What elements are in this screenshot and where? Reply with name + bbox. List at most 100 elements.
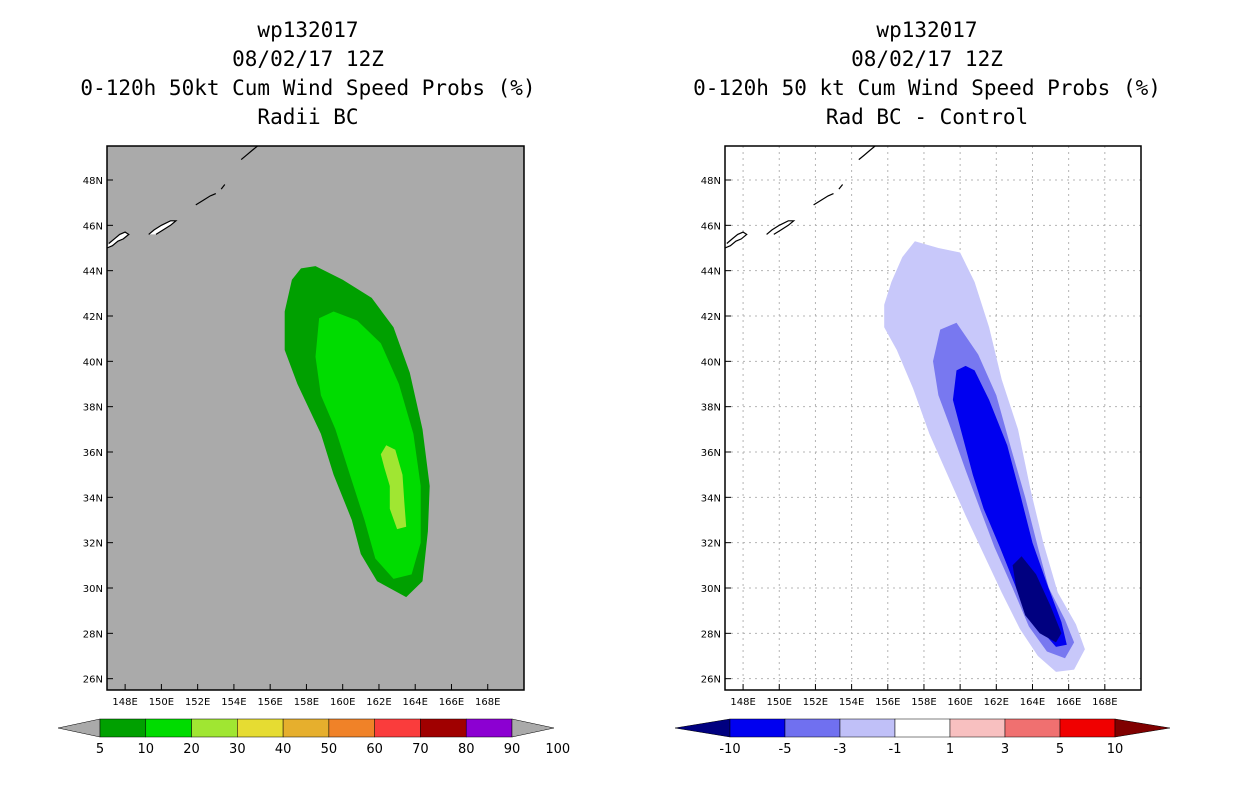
right-colorbar-label: -1 (889, 742, 902, 757)
right-coastline (813, 193, 834, 206)
left-coastline (240, 146, 258, 161)
right-coastline (766, 220, 796, 235)
right-x-tick-label: 158E (911, 697, 936, 708)
left-map-frame (106, 145, 525, 691)
left-y-tick-label: 42N (83, 312, 103, 323)
left-x-tick-label: 158E (294, 697, 319, 708)
right-colorbar-label: 10 (1107, 742, 1124, 757)
right-colorbar-box (729, 718, 786, 738)
right-colorbar: -10 -5 -3 -1 1 3 5 10 (674, 718, 1171, 757)
right-panel-title: wp132017 08/02/17 12Z 0-120h 50 kt Cum W… (677, 16, 1177, 132)
left-date: 08/02/17 12Z (232, 47, 384, 71)
right-y-tick-label: 44N (701, 267, 721, 278)
right-x-tick-label: 166E (1056, 697, 1081, 708)
left-colorbar-label: 90 (504, 742, 521, 757)
right-y-tick-label: 34N (701, 493, 721, 504)
left-y-tick-label: 48N (83, 176, 103, 187)
left-storm-id: wp132017 (257, 18, 359, 42)
left-coastline (195, 193, 217, 206)
right-colorbar-label: 1 (946, 742, 954, 757)
right-x-tick-label: 154E (839, 697, 864, 708)
right-colorbar-box (784, 718, 841, 738)
right-colorbar-label: -5 (779, 742, 792, 757)
right-x-tick-label: 148E (730, 697, 755, 708)
right-colorbar-box (1004, 718, 1061, 738)
left-y-tick-label: 46N (83, 221, 103, 232)
right-colorbar-box (894, 718, 951, 738)
left-x-tick-label: 164E (403, 697, 428, 708)
left-colorbar-label: 20 (183, 742, 200, 757)
left-y-tick-label: 32N (83, 539, 103, 550)
left-colorbar-label: 100 (545, 742, 570, 757)
right-date: 08/02/17 12Z (851, 47, 1003, 71)
right-x-tick-label: 156E (875, 697, 900, 708)
right-x-tick-label: 168E (1092, 697, 1117, 708)
left-y-tick-label: 28N (83, 629, 103, 640)
left-y-tick-label: 30N (83, 584, 103, 595)
right-x-tick-label: 152E (803, 697, 828, 708)
right-y-tick-label: 26N (701, 675, 721, 686)
left-panel-title: wp132017 08/02/17 12Z 0-120h 50kt Cum Wi… (58, 16, 558, 132)
right-colorbar-label: 5 (1056, 742, 1064, 757)
right-chart-title: 0-120h 50 kt Cum Wind Speed Probs (%) (693, 76, 1161, 100)
right-contour-group (725, 146, 1085, 672)
right-colorbar-label: 3 (1001, 742, 1009, 757)
right-colorbar-label: -10 (719, 742, 740, 757)
right-y-tick-label: 40N (701, 357, 721, 368)
right-coastline (838, 184, 844, 190)
left-x-tick-label: 150E (149, 697, 174, 708)
left-y-tick-label: 36N (83, 448, 103, 459)
right-coastline (725, 231, 748, 249)
left-colorbar-label: 5 (96, 742, 104, 757)
right-contour--10-to-5 (952, 365, 1067, 647)
left-chart-subtitle: Radii BC (257, 105, 359, 129)
left-coastline (220, 184, 226, 190)
right-chart-subtitle: Rad BC - Control (825, 105, 1029, 129)
right-y-tick-label: 46N (701, 221, 721, 232)
left-y-tick-label: 26N (83, 675, 103, 686)
right-x-tick-label: 164E (1020, 697, 1045, 708)
left-contour-group (107, 146, 430, 598)
left-x-tick-label: 168E (475, 697, 500, 708)
right-y-tick-label: 38N (701, 403, 721, 414)
right-contour--10 (1012, 556, 1062, 643)
right-map-frame (724, 145, 1142, 691)
left-chart-title: 0-120h 50kt Cum Wind Speed Probs (%) (80, 76, 536, 100)
right-y-tick-label: 42N (701, 312, 721, 323)
left-x-tick-label: 162E (366, 697, 391, 708)
right-y-tick-label: 28N (701, 629, 721, 640)
left-y-tick-label: 40N (83, 357, 103, 368)
right-colorbar-box (949, 718, 1006, 738)
left-colorbar: 5 10 20 30 40 50 60 70 80 90 100 (57, 718, 570, 757)
right-colorbar-box (839, 718, 896, 738)
left-x-tick-label: 148E (112, 697, 137, 708)
left-colorbar-label: 70 (412, 742, 429, 757)
left-contour-20-30 (380, 445, 407, 530)
right-colorbar-arrow-low (674, 718, 731, 738)
left-coastline (148, 220, 178, 235)
left-colorbar-label: 50 (321, 742, 338, 757)
right-colorbar-arrow-high (1114, 718, 1171, 738)
right-y-tick-label: 30N (701, 584, 721, 595)
right-colorbar-box (1059, 718, 1116, 738)
left-colorbar-label: 30 (229, 742, 246, 757)
left-x-tick-label: 152E (185, 697, 210, 708)
left-y-tick-label: 38N (83, 403, 103, 414)
right-y-tick-label: 36N (701, 448, 721, 459)
left-coastline (107, 231, 130, 249)
left-colorbar-arrow-high (511, 718, 555, 738)
right-y-tick-label: 32N (701, 539, 721, 550)
left-colorbar-label: 40 (275, 742, 292, 757)
left-x-tick-label: 166E (439, 697, 464, 708)
right-y-tick-label: 48N (701, 176, 721, 187)
left-colorbar-label: 10 (138, 742, 155, 757)
left-colorbar-label: 80 (458, 742, 475, 757)
right-storm-id: wp132017 (876, 18, 978, 42)
left-y-tick-label: 44N (83, 267, 103, 278)
left-x-tick-label: 160E (330, 697, 355, 708)
left-y-tick-label: 34N (83, 493, 103, 504)
left-x-tick-label: 154E (221, 697, 246, 708)
right-x-tick-label: 162E (984, 697, 1009, 708)
